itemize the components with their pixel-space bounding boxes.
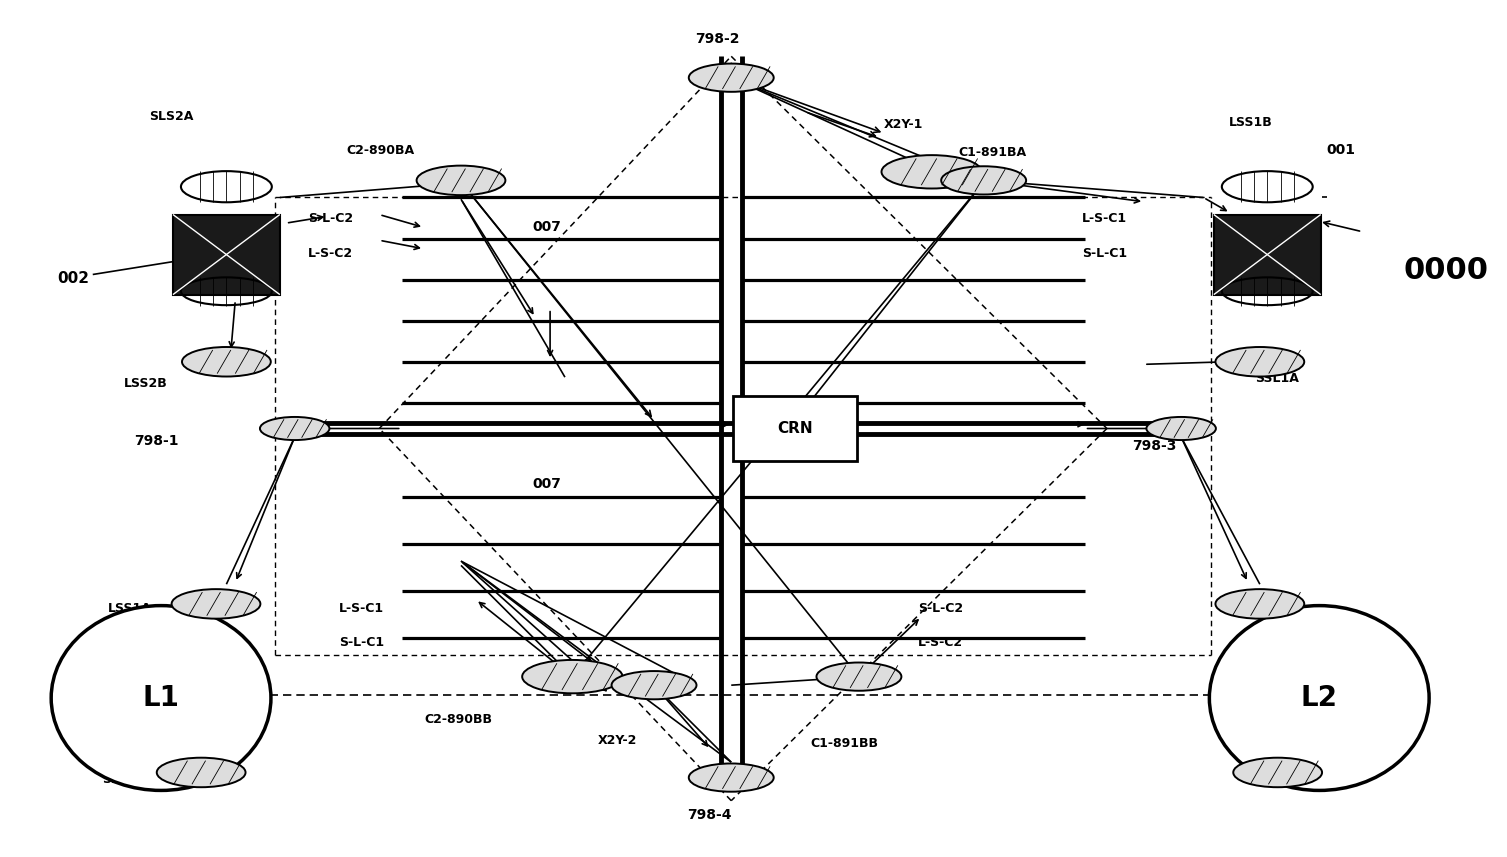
Bar <box>173 214 280 295</box>
Ellipse shape <box>882 155 983 189</box>
Text: 002: 002 <box>57 272 89 286</box>
Text: S-L-C1: S-L-C1 <box>339 636 384 649</box>
Text: 798-4: 798-4 <box>687 808 731 822</box>
Text: S-L-C2: S-L-C2 <box>307 213 353 225</box>
Ellipse shape <box>157 758 246 788</box>
Ellipse shape <box>1209 606 1429 790</box>
Ellipse shape <box>416 165 505 195</box>
Text: L-S-C2: L-S-C2 <box>918 636 963 649</box>
Text: L2: L2 <box>1301 684 1338 712</box>
Text: X2Y-1: X2Y-1 <box>885 118 924 131</box>
Ellipse shape <box>172 589 261 619</box>
Ellipse shape <box>1216 589 1304 619</box>
Text: 798-2: 798-2 <box>696 33 740 46</box>
Ellipse shape <box>689 764 773 792</box>
FancyBboxPatch shape <box>732 396 857 461</box>
Ellipse shape <box>942 166 1026 195</box>
Text: CRN: CRN <box>778 421 812 436</box>
Text: L-S-C2: L-S-C2 <box>307 247 353 260</box>
Text: L1: L1 <box>143 684 179 712</box>
Text: S-L-C1: S-L-C1 <box>1082 247 1127 260</box>
Text: 001: 001 <box>1326 143 1356 158</box>
Text: 007: 007 <box>532 220 561 235</box>
Text: C1-891BA: C1-891BA <box>958 146 1026 159</box>
Ellipse shape <box>1147 417 1216 440</box>
Text: 798-3: 798-3 <box>1132 439 1177 452</box>
Text: S-L-C2: S-L-C2 <box>918 602 963 614</box>
Text: SLS2A: SLS2A <box>149 110 193 123</box>
Ellipse shape <box>259 417 330 440</box>
Ellipse shape <box>51 606 271 790</box>
Ellipse shape <box>817 662 901 691</box>
Text: SSL1A: SSL1A <box>1255 373 1299 386</box>
Ellipse shape <box>689 63 773 92</box>
Text: SLS1B: SLS1B <box>101 773 146 786</box>
Ellipse shape <box>182 347 271 376</box>
Ellipse shape <box>612 671 696 699</box>
Text: L-S-C1: L-S-C1 <box>339 602 384 614</box>
Text: C2-890BB: C2-890BB <box>423 713 491 726</box>
Text: 007: 007 <box>532 477 561 491</box>
Bar <box>1213 214 1320 295</box>
Text: 798-1: 798-1 <box>134 434 179 448</box>
Text: 0000: 0000 <box>1405 255 1489 285</box>
Text: LSS1A: LSS1A <box>107 602 152 614</box>
Ellipse shape <box>1233 758 1322 788</box>
Text: LSS2A: LSS2A <box>1260 773 1304 786</box>
Text: C1-891BB: C1-891BB <box>809 737 879 750</box>
Text: L-S-C1: L-S-C1 <box>1082 213 1127 225</box>
Ellipse shape <box>521 660 622 693</box>
Text: C2-890BA: C2-890BA <box>347 144 414 157</box>
Text: SLS2B: SLS2B <box>1240 602 1285 614</box>
Text: X2Y-2: X2Y-2 <box>598 734 637 747</box>
Text: LSS2B: LSS2B <box>124 377 167 390</box>
Ellipse shape <box>1216 347 1304 376</box>
Text: LSS1B: LSS1B <box>1228 116 1272 129</box>
